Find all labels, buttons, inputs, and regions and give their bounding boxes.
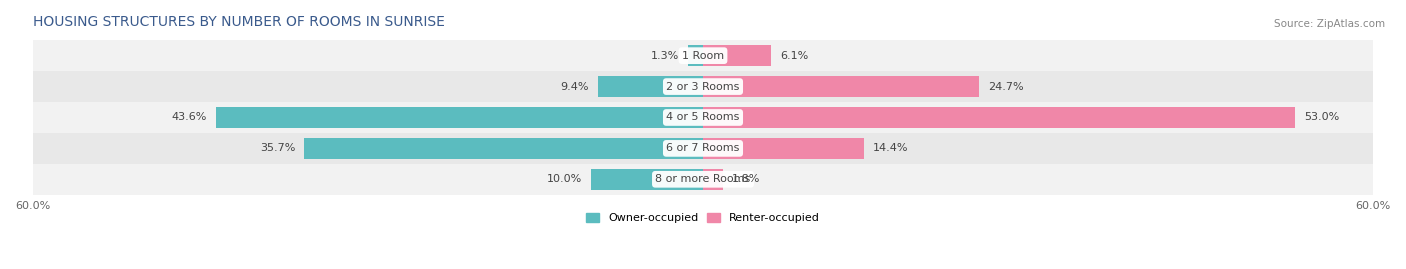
- Bar: [703, 138, 863, 159]
- Bar: [32, 133, 1374, 164]
- Legend: Owner-occupied, Renter-occupied: Owner-occupied, Renter-occupied: [581, 208, 825, 228]
- Bar: [703, 169, 723, 190]
- Text: 10.0%: 10.0%: [547, 174, 582, 184]
- Text: 53.0%: 53.0%: [1305, 112, 1340, 122]
- Bar: [598, 76, 703, 97]
- Text: 9.4%: 9.4%: [561, 82, 589, 91]
- Text: 14.4%: 14.4%: [873, 143, 908, 153]
- Text: 35.7%: 35.7%: [260, 143, 295, 153]
- Text: Source: ZipAtlas.com: Source: ZipAtlas.com: [1274, 19, 1385, 29]
- Bar: [703, 107, 1295, 128]
- Text: 8 or more Rooms: 8 or more Rooms: [655, 174, 751, 184]
- Text: 1.3%: 1.3%: [651, 51, 679, 61]
- Bar: [217, 107, 703, 128]
- Bar: [32, 71, 1374, 102]
- Bar: [689, 45, 703, 66]
- Text: 1 Room: 1 Room: [682, 51, 724, 61]
- Text: 4 or 5 Rooms: 4 or 5 Rooms: [666, 112, 740, 122]
- Text: HOUSING STRUCTURES BY NUMBER OF ROOMS IN SUNRISE: HOUSING STRUCTURES BY NUMBER OF ROOMS IN…: [32, 15, 444, 29]
- Bar: [703, 76, 979, 97]
- Text: 2 or 3 Rooms: 2 or 3 Rooms: [666, 82, 740, 91]
- Text: 43.6%: 43.6%: [172, 112, 207, 122]
- Bar: [32, 102, 1374, 133]
- Text: 24.7%: 24.7%: [988, 82, 1024, 91]
- Text: 1.8%: 1.8%: [733, 174, 761, 184]
- Text: 6 or 7 Rooms: 6 or 7 Rooms: [666, 143, 740, 153]
- Bar: [304, 138, 703, 159]
- Bar: [592, 169, 703, 190]
- Bar: [703, 45, 770, 66]
- Bar: [32, 40, 1374, 71]
- Bar: [32, 164, 1374, 195]
- Text: 6.1%: 6.1%: [780, 51, 808, 61]
